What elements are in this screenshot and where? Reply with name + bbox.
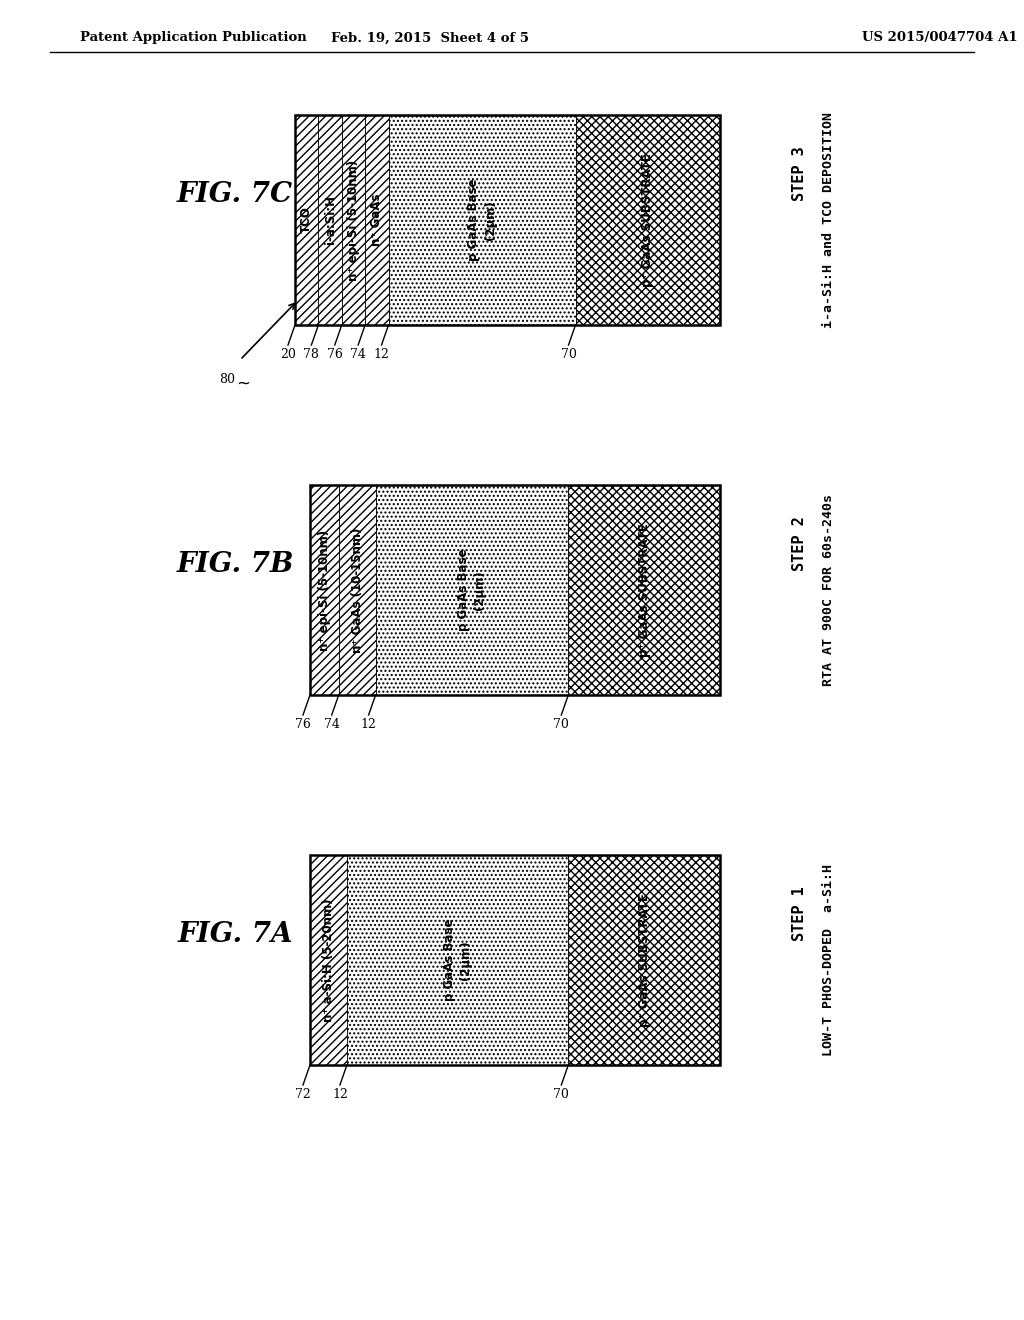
Text: 12: 12 xyxy=(360,718,377,731)
Bar xyxy=(310,855,720,1065)
Text: 72: 72 xyxy=(295,1088,311,1101)
Text: STEP 1: STEP 1 xyxy=(793,887,808,941)
Text: 70: 70 xyxy=(553,1088,569,1101)
Text: p GaAs Base
(2μm): p GaAs Base (2μm) xyxy=(468,178,497,261)
Bar xyxy=(347,855,568,1065)
Bar xyxy=(310,484,720,696)
Text: STEP 3: STEP 3 xyxy=(793,147,808,201)
Bar xyxy=(339,484,376,696)
Text: n⁺ epi-Si (5-10nm): n⁺ epi-Si (5-10nm) xyxy=(317,529,331,651)
Text: 74: 74 xyxy=(324,718,340,731)
Bar xyxy=(376,484,568,696)
Bar xyxy=(575,115,720,325)
Text: Feb. 19, 2015  Sheet 4 of 5: Feb. 19, 2015 Sheet 4 of 5 xyxy=(331,32,529,45)
Text: STEP 2: STEP 2 xyxy=(793,516,808,572)
Text: Patent Application Publication: Patent Application Publication xyxy=(80,32,307,45)
Text: FIG. 7A: FIG. 7A xyxy=(177,921,293,948)
Text: 80: 80 xyxy=(219,374,234,385)
Text: n⁺ a-Si:H (5-20nm): n⁺ a-Si:H (5-20nm) xyxy=(322,898,335,1022)
Bar xyxy=(318,115,342,325)
Bar xyxy=(366,115,388,325)
Text: p GaAs Base
(2μm): p GaAs Base (2μm) xyxy=(443,919,472,1002)
Text: n⁺ epi-Si (5-10nm): n⁺ epi-Si (5-10nm) xyxy=(347,160,360,281)
Bar xyxy=(388,115,575,325)
Text: 74: 74 xyxy=(350,348,366,360)
Text: ~: ~ xyxy=(236,375,250,393)
Bar xyxy=(310,484,339,696)
Bar xyxy=(568,484,720,696)
Bar xyxy=(295,115,318,325)
Bar xyxy=(568,855,720,1065)
Text: n⁺ GaAs: n⁺ GaAs xyxy=(371,194,383,247)
Text: p GaAs Base
(2μm): p GaAs Base (2μm) xyxy=(458,549,486,631)
Bar xyxy=(342,115,366,325)
Text: 12: 12 xyxy=(332,1088,348,1101)
Text: p⁺ GaAs SUBSTRATE: p⁺ GaAs SUBSTRATE xyxy=(641,153,654,286)
Bar xyxy=(295,115,720,325)
Text: RTA AT 900C FOR 60s-240s: RTA AT 900C FOR 60s-240s xyxy=(821,494,835,686)
Text: i-a-Si:H and TCO DEPOSITION: i-a-Si:H and TCO DEPOSITION xyxy=(821,112,835,327)
Text: i-a:Si:H: i-a:Si:H xyxy=(324,195,337,244)
Text: FIG. 7B: FIG. 7B xyxy=(176,552,294,578)
Text: US 2015/0047704 A1: US 2015/0047704 A1 xyxy=(862,32,1018,45)
Text: n⁺ GaAs (10-15nm): n⁺ GaAs (10-15nm) xyxy=(350,527,364,652)
Text: LOW-T PHOS-DOPED  a-Si:H: LOW-T PHOS-DOPED a-Si:H xyxy=(821,865,835,1056)
Text: 20: 20 xyxy=(280,348,296,360)
Text: 70: 70 xyxy=(560,348,577,360)
Text: 76: 76 xyxy=(327,348,343,360)
Bar xyxy=(310,855,347,1065)
Text: 78: 78 xyxy=(303,348,319,360)
Text: 76: 76 xyxy=(295,718,311,731)
Text: p⁺ GaAs SUBSTRATE: p⁺ GaAs SUBSTRATE xyxy=(638,523,650,657)
Text: p⁺ GaAs SUBSTRATE: p⁺ GaAs SUBSTRATE xyxy=(638,894,650,1027)
Text: TCO: TCO xyxy=(300,206,313,234)
Text: 70: 70 xyxy=(553,718,569,731)
Text: 12: 12 xyxy=(374,348,389,360)
Text: FIG. 7C: FIG. 7C xyxy=(177,181,293,209)
